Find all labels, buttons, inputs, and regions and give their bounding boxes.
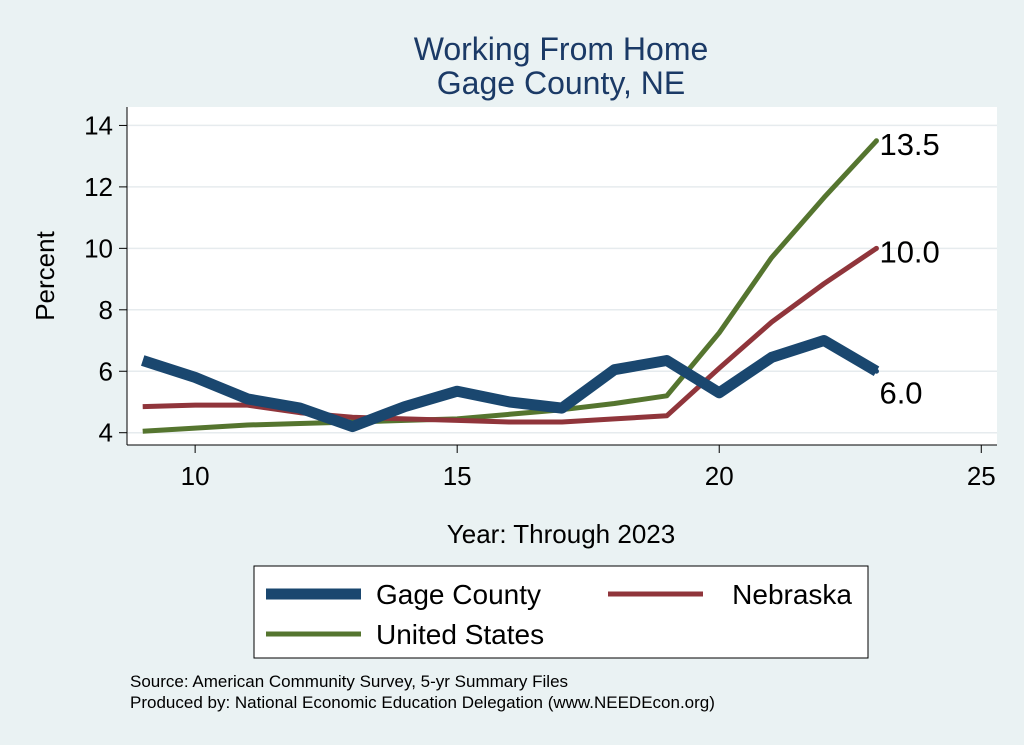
- end-value-label: 13.5: [879, 127, 939, 162]
- chart-title: Working From Home: [414, 31, 709, 67]
- x-tick-label: 15: [443, 461, 472, 491]
- legend-items: Gage County Nebraska United States: [266, 579, 852, 650]
- chart-subtitle: Gage County, NE: [437, 65, 685, 101]
- legend-label: Gage County: [376, 579, 541, 610]
- end-value-label: 10.0: [879, 234, 939, 269]
- series-line-nebraska: [142, 246, 878, 425]
- legend-label: United States: [376, 619, 544, 650]
- end-labels: 6.0 10.0 13.5: [873, 127, 940, 410]
- axes: [126, 107, 997, 446]
- y-axis-title: Percent: [30, 230, 60, 320]
- x-ticks: 10 15 20 25: [181, 445, 996, 491]
- x-tick-label: 10: [181, 461, 210, 491]
- series-end-point: [873, 138, 879, 144]
- y-tick-label: 14: [84, 110, 113, 140]
- series-line-united-states: [142, 139, 879, 434]
- source-note: Source: American Community Survey, 5-yr …: [130, 672, 568, 691]
- plot-region: [127, 107, 997, 445]
- series-end-point: [873, 245, 879, 251]
- y-tick-label: 4: [99, 418, 113, 448]
- x-tick-label: 25: [967, 461, 996, 491]
- x-tick-label: 20: [705, 461, 734, 491]
- legend-box: [253, 565, 869, 659]
- legend-label: Nebraska: [732, 579, 852, 610]
- legend: Gage County Nebraska United States: [253, 565, 869, 659]
- end-value-label: 6.0: [879, 375, 922, 410]
- y-tick-label: 6: [99, 356, 113, 386]
- y-tick-label: 12: [84, 172, 113, 202]
- series-lines: [141, 139, 880, 434]
- x-axis-title: Year: Through 2023: [447, 519, 675, 549]
- y-ticks: 4 6 8 10 12 14: [84, 110, 127, 448]
- grid-lines: [127, 124, 997, 434]
- y-tick-label: 10: [84, 233, 113, 263]
- y-tick-label: 8: [99, 295, 113, 325]
- produced-note: Produced by: National Economic Education…: [130, 693, 715, 712]
- series-end-point: [873, 368, 879, 374]
- series-line-gage-county: [141, 335, 880, 433]
